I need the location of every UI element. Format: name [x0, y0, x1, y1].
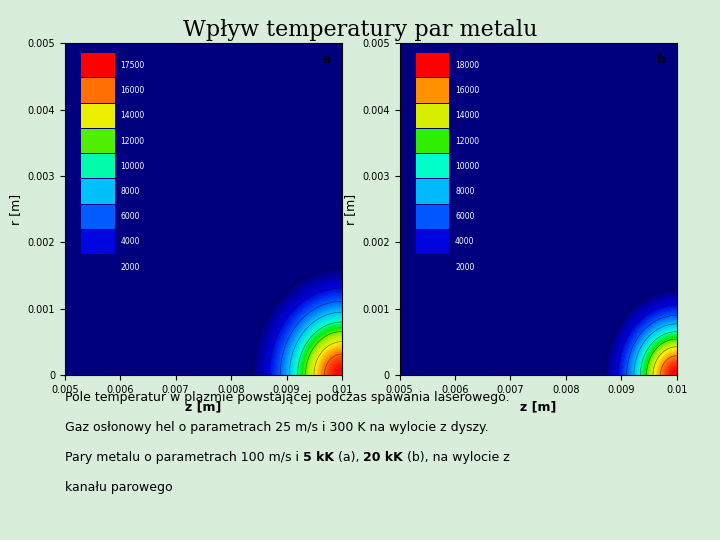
FancyBboxPatch shape: [416, 78, 449, 103]
FancyBboxPatch shape: [416, 129, 449, 153]
Text: kanału parowego: kanału parowego: [65, 481, 172, 494]
Text: 4000: 4000: [120, 238, 140, 246]
FancyBboxPatch shape: [416, 53, 449, 77]
Text: 20 kK: 20 kK: [364, 451, 403, 464]
FancyBboxPatch shape: [81, 78, 114, 103]
FancyBboxPatch shape: [81, 205, 114, 229]
Text: 8000: 8000: [455, 187, 474, 196]
FancyBboxPatch shape: [81, 129, 114, 153]
Text: 14000: 14000: [120, 111, 145, 120]
Text: 6000: 6000: [120, 212, 140, 221]
Text: b: b: [657, 53, 666, 66]
Text: a: a: [323, 53, 331, 66]
FancyBboxPatch shape: [416, 255, 449, 279]
FancyBboxPatch shape: [416, 154, 449, 178]
Text: 14000: 14000: [455, 111, 480, 120]
FancyBboxPatch shape: [81, 230, 114, 254]
FancyBboxPatch shape: [81, 53, 114, 77]
FancyBboxPatch shape: [81, 179, 114, 204]
Text: 16000: 16000: [455, 86, 480, 95]
Y-axis label: r [m]: r [m]: [343, 194, 356, 225]
X-axis label: z [m]: z [m]: [185, 401, 222, 414]
FancyBboxPatch shape: [416, 179, 449, 204]
Y-axis label: r [m]: r [m]: [9, 194, 22, 225]
X-axis label: z [m]: z [m]: [520, 401, 557, 414]
FancyBboxPatch shape: [416, 104, 449, 128]
Text: 6000: 6000: [455, 212, 474, 221]
Text: 2000: 2000: [120, 262, 140, 272]
Text: 2000: 2000: [455, 262, 474, 272]
FancyBboxPatch shape: [81, 255, 114, 279]
Text: 17500: 17500: [120, 61, 145, 70]
Text: 5 kK: 5 kK: [303, 451, 334, 464]
FancyBboxPatch shape: [81, 154, 114, 178]
FancyBboxPatch shape: [416, 205, 449, 229]
Text: 18000: 18000: [455, 61, 480, 70]
Text: 10000: 10000: [455, 162, 480, 171]
Text: 12000: 12000: [120, 137, 145, 145]
Text: 12000: 12000: [455, 137, 480, 145]
Text: 10000: 10000: [120, 162, 145, 171]
Text: Pary metalu o parametrach 100 m/s i: Pary metalu o parametrach 100 m/s i: [65, 451, 303, 464]
Text: (a),: (a),: [334, 451, 364, 464]
Text: (b), na wylocie z: (b), na wylocie z: [403, 451, 510, 464]
Text: 8000: 8000: [120, 187, 140, 196]
Text: 4000: 4000: [455, 238, 474, 246]
FancyBboxPatch shape: [416, 230, 449, 254]
Text: Pole temperatur w plazmie powstającej podczas spawania laserowego.: Pole temperatur w plazmie powstającej po…: [65, 392, 509, 404]
Text: Gaz osłonowy hel o parametrach 25 m/s i 300 K na wylocie z dyszy.: Gaz osłonowy hel o parametrach 25 m/s i …: [65, 421, 488, 434]
Text: 16000: 16000: [120, 86, 145, 95]
FancyBboxPatch shape: [81, 104, 114, 128]
Text: Wpływ temperatury par metalu: Wpływ temperatury par metalu: [183, 19, 537, 41]
